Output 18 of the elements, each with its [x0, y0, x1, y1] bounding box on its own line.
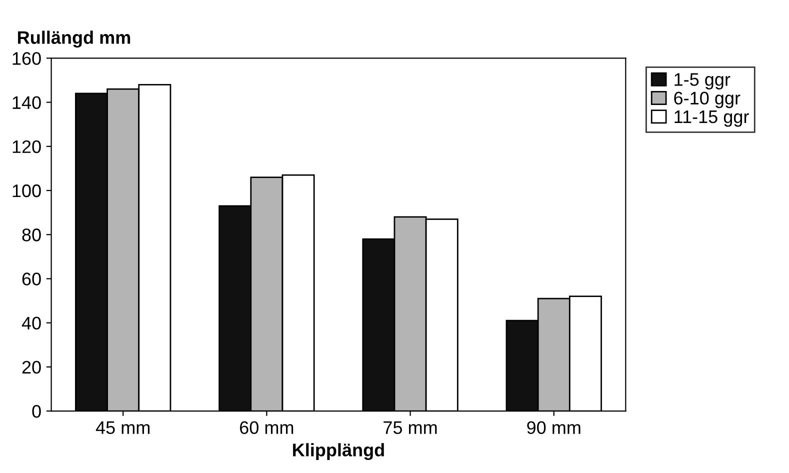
- y-tick-label: 20: [22, 360, 41, 374]
- x-tick-label: 60 mm: [240, 421, 294, 434]
- x-tick-label: 75 mm: [384, 421, 437, 434]
- y-tick-label: 40: [22, 316, 41, 330]
- y-axis-title: Rullängd mm: [18, 30, 130, 48]
- y-tick-label: 120: [12, 140, 41, 154]
- legend-label: 6-10 ggr: [674, 92, 740, 108]
- x-tick-label: 45 mm: [96, 421, 150, 434]
- x-tick-label: 90 mm: [527, 421, 580, 434]
- legend-label: 1-5 ggr: [674, 73, 730, 90]
- y-tick-label: 80: [22, 228, 41, 242]
- y-tick-label: 160: [12, 52, 41, 65]
- y-tick-label: 100: [12, 184, 41, 198]
- y-tick-label: 140: [12, 96, 41, 110]
- x-axis-title: Klipplängd: [293, 443, 384, 460]
- y-tick-label: 60: [22, 272, 41, 286]
- y-tick-label: 0: [32, 404, 41, 418]
- legend-label: 11-15 ggr: [674, 110, 749, 127]
